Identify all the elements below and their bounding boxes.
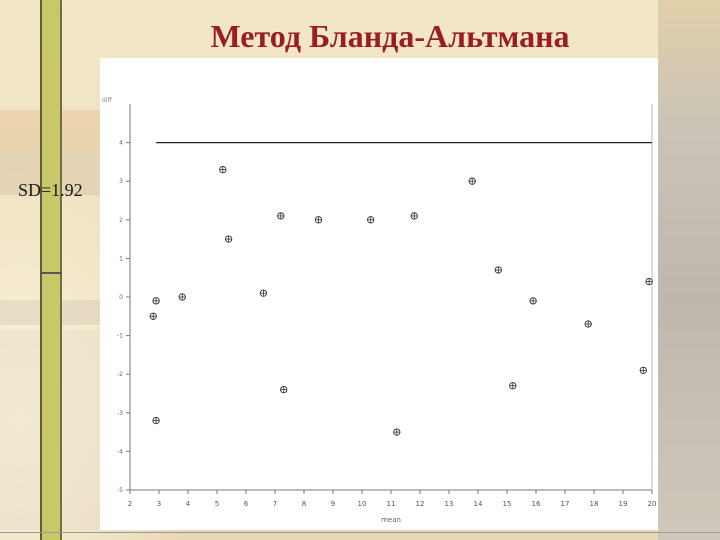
right-decorative-stripe <box>658 0 720 540</box>
y-tick-label: 2 <box>119 217 123 224</box>
x-tick-label: 14 <box>474 500 483 508</box>
data-point <box>529 297 537 305</box>
x-tick-label: 2 <box>128 500 132 508</box>
slide-bottom-rule <box>0 532 720 533</box>
x-tick-label: 8 <box>302 500 306 508</box>
data-point <box>410 212 418 220</box>
x-tick-label: 16 <box>532 500 541 508</box>
data-point <box>219 165 227 174</box>
plot-frame <box>129 104 653 491</box>
y-tick-label: -1 <box>117 333 123 340</box>
data-point <box>393 428 401 436</box>
x-tick-label: 20 <box>648 500 657 508</box>
y-tick-label: -2 <box>117 371 123 378</box>
x-tick-label: 5 <box>215 500 219 508</box>
accent-bar-edge <box>40 0 42 540</box>
accent-dash <box>42 272 62 274</box>
x-tick-label: 18 <box>590 500 599 508</box>
y-tick-label: 1 <box>119 255 123 262</box>
x-tick-label: 11 <box>387 500 396 508</box>
accent-bar-edge <box>60 0 62 540</box>
data-point <box>509 382 517 390</box>
data-point <box>494 266 502 274</box>
x-tick-label: 9 <box>331 500 335 508</box>
x-tick-label: 3 <box>157 500 161 508</box>
bland-altman-plot: 4 3 2 1 0 -1 -2 -3 -4 -5 2 3 4 5 6 7 8 9 10 11 12 13 14 15 16 17… <box>100 58 658 530</box>
data-points <box>149 165 653 436</box>
data-point <box>468 177 476 185</box>
data-point <box>224 235 233 243</box>
x-axis-label: mean <box>381 516 401 524</box>
y-tick-label: -5 <box>117 487 123 494</box>
x-tick-label: 17 <box>561 500 570 508</box>
data-point <box>584 320 592 328</box>
x-tick-label: 13 <box>445 500 454 508</box>
y-tick-label: -4 <box>117 448 123 455</box>
y-tick-label: 0 <box>119 294 123 301</box>
data-point <box>152 416 160 425</box>
y-tick-label: -3 <box>117 410 123 417</box>
x-axis-ticks: 2 3 4 5 6 7 8 9 10 11 12 13 14 15 16 17 18 19 20 <box>128 490 657 508</box>
data-point <box>645 277 653 286</box>
data-point <box>149 312 157 320</box>
data-point <box>259 289 268 297</box>
x-tick-label: 10 <box>358 500 367 508</box>
x-tick-label: 6 <box>244 500 249 508</box>
data-point <box>367 216 375 224</box>
x-tick-label: 19 <box>619 500 628 508</box>
data-point <box>639 366 647 374</box>
data-point <box>277 212 285 220</box>
y-axis-ticks: 4 3 2 1 0 -1 -2 -3 -4 -5 <box>117 140 130 494</box>
y-tick-label: 4 <box>119 140 123 147</box>
x-tick-label: 7 <box>273 500 277 508</box>
slide-title: Метод Бланда-Альтмана <box>210 18 570 54</box>
y-axis-label: diff <box>102 97 112 104</box>
x-tick-label: 4 <box>186 500 191 508</box>
y-tick-label: 3 <box>119 178 123 185</box>
left-accent-bar <box>42 0 62 540</box>
sd-label: SD=1.92 <box>18 180 83 200</box>
data-point <box>152 297 160 305</box>
x-tick-label: 12 <box>416 500 425 508</box>
data-point <box>178 293 186 301</box>
data-point <box>280 385 288 394</box>
data-point <box>314 216 323 224</box>
x-tick-label: 15 <box>503 500 512 508</box>
